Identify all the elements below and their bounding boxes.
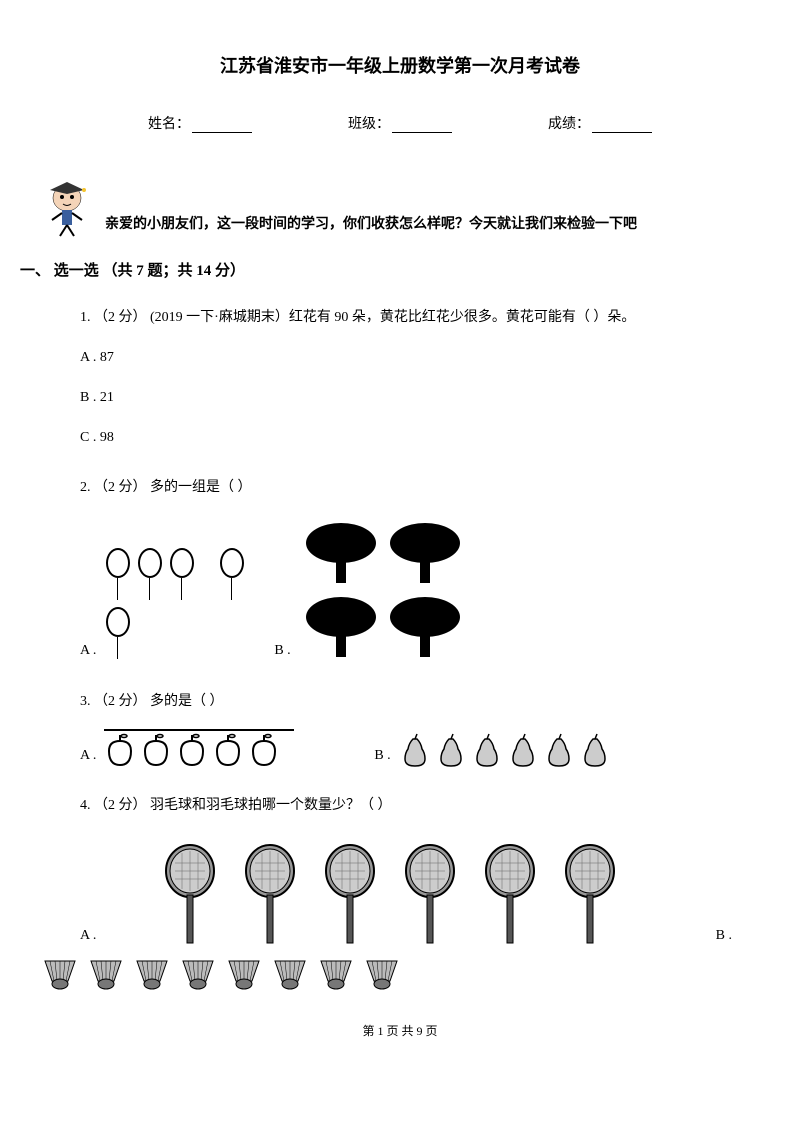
q4-text: 4. （2 分） 羽毛球和羽毛球拍哪一个数量少？（ ） (80, 793, 740, 818)
q3-opt-b-label: B . (374, 743, 390, 768)
shuttlecock-icon (132, 956, 172, 991)
score-blank[interactable] (592, 117, 652, 133)
pears-image (399, 733, 611, 768)
name-blank[interactable] (192, 117, 252, 133)
shuttlecock-icon (224, 956, 264, 991)
class-label: 班级： (348, 112, 390, 137)
q2-text: 2. （2 分） 多的一组是（ ） (80, 475, 740, 500)
q2-opt-a-label: A . (80, 638, 96, 663)
intro-text: 亲爱的小朋友们，这一段时间的学习，你们收获怎么样呢？今天就让我们来检验一下吧 (105, 212, 637, 237)
apple-icon (104, 733, 136, 768)
apples-image (104, 733, 294, 768)
intro-row: 亲爱的小朋友们，这一段时间的学习，你们收获怎么样呢？今天就让我们来检验一下吧 (40, 178, 740, 238)
class-field: 班级： (348, 112, 452, 137)
balloon-icon (220, 548, 248, 603)
racket-icon (160, 843, 220, 948)
pear-icon (507, 733, 539, 768)
racket-icon (560, 843, 620, 948)
page-title: 江苏省淮安市一年级上册数学第一次月考试卷 (60, 50, 740, 82)
balloon-icon (106, 548, 134, 603)
q2-opt-b-label: B . (274, 638, 290, 663)
rackets-image (160, 843, 620, 948)
shuttlecock-icon (270, 956, 310, 991)
score-field: 成绩： (548, 112, 652, 137)
q3-options: A . B . (80, 729, 740, 768)
q1-option-c[interactable]: C . 98 (80, 425, 740, 450)
q2-option-a[interactable]: A . (80, 546, 254, 664)
q3-option-a[interactable]: A . (80, 729, 294, 768)
q4-opt-b-label: B . (716, 923, 732, 948)
balloon-icon (138, 548, 166, 603)
page-footer: 第 1 页 共 9 页 (60, 1021, 740, 1043)
apple-icon (212, 733, 244, 768)
q3-text: 3. （2 分） 多的是（ ） (80, 689, 740, 714)
shuttlecock-icon (178, 956, 218, 991)
q1-option-a[interactable]: A . 87 (80, 345, 740, 370)
pear-icon (579, 733, 611, 768)
q1-option-b[interactable]: B . 21 (80, 385, 740, 410)
tree-icon (385, 518, 465, 588)
q3-opt-a-label: A . (80, 743, 96, 768)
mascot-icon (40, 178, 95, 238)
shuttlecocks-image (40, 956, 740, 991)
exam-page: 江苏省淮安市一年级上册数学第一次月考试卷 姓名： 班级： 成绩： (0, 0, 800, 1072)
shuttlecock-icon (362, 956, 402, 991)
racket-icon (400, 843, 460, 948)
pear-icon (399, 733, 431, 768)
class-blank[interactable] (392, 117, 452, 133)
apple-icon (248, 733, 280, 768)
q2-options: A . B . (80, 516, 740, 664)
q3-option-b[interactable]: B . (374, 733, 610, 768)
pear-icon (471, 733, 503, 768)
balloons-image (104, 546, 254, 664)
question-1: 1. （2 分） (2019 一下·麻城期末）红花有 90 朵，黄花比红花少很多… (80, 305, 740, 451)
tree-icon (301, 592, 381, 662)
question-3: 3. （2 分） 多的是（ ） A . B . (80, 689, 740, 768)
q1-text: 1. （2 分） (2019 一下·麻城期末）红花有 90 朵，黄花比红花少很多… (80, 305, 740, 330)
name-field: 姓名： (148, 112, 252, 137)
apple-icon (176, 733, 208, 768)
shuttlecock-icon (86, 956, 126, 991)
racket-icon (320, 843, 380, 948)
balloon-icon (106, 607, 134, 662)
apple-icon (140, 733, 172, 768)
racket-icon (240, 843, 300, 948)
name-label: 姓名： (148, 112, 190, 137)
question-4: 4. （2 分） 羽毛球和羽毛球拍哪一个数量少？（ ） A . B . (80, 793, 740, 991)
tree-icon (385, 592, 465, 662)
section-1-heading: 一、 选一选 （共 7 题；共 14 分） (20, 258, 740, 285)
balloon-icon (170, 548, 198, 603)
tree-icon (301, 518, 381, 588)
student-info-row: 姓名： 班级： 成绩： (60, 112, 740, 137)
question-2: 2. （2 分） 多的一组是（ ） A . B . (80, 475, 740, 663)
apples-container (104, 729, 294, 768)
q4-opt-a-label: A . (80, 923, 96, 948)
pear-icon (543, 733, 575, 768)
shuttlecock-icon (40, 956, 80, 991)
trees-image (299, 516, 479, 664)
q4-option-a-row[interactable]: A . B . (80, 833, 740, 948)
racket-icon (480, 843, 540, 948)
pear-icon (435, 733, 467, 768)
score-label: 成绩： (548, 112, 590, 137)
q2-option-b[interactable]: B . (274, 516, 478, 664)
shuttlecock-icon (316, 956, 356, 991)
